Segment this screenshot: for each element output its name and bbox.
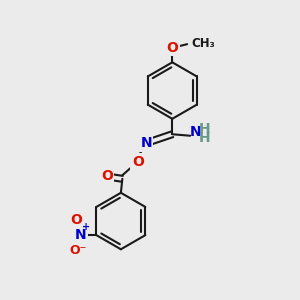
Text: O: O: [101, 169, 113, 184]
Text: O: O: [70, 213, 83, 227]
Text: O: O: [132, 154, 144, 169]
Text: O: O: [167, 41, 178, 55]
Text: +: +: [82, 222, 90, 232]
Text: H: H: [199, 122, 211, 136]
Text: H: H: [199, 131, 211, 145]
Text: CH₃: CH₃: [191, 37, 215, 50]
Text: N: N: [75, 228, 87, 242]
Text: N: N: [140, 136, 152, 150]
Text: O⁻: O⁻: [69, 244, 87, 257]
Text: N: N: [189, 125, 201, 139]
